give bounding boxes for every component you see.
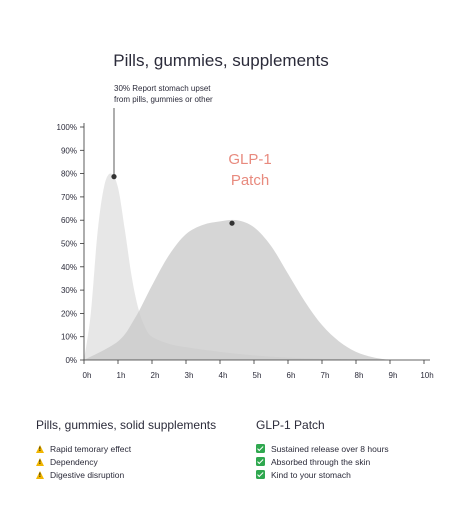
patch-label: GLP-1 [228,151,271,168]
y-tick-label: 50% [61,240,77,249]
warning-icon [36,457,44,466]
legend-pills-item: Dependency [36,456,246,467]
legend-patch-item: Absorbed through the skin [256,456,456,467]
annotation-layer: 30% Report stomach upset from pills, gumm… [111,84,272,226]
x-tick-label: 9h [389,371,398,380]
patch-label: Patch [231,172,269,189]
x-tick-label: 2h [151,371,160,380]
warning-icon [36,470,44,479]
axes-layer: 0% 10% 20% 30% 40% 50% 60% 70% 80% 90% 100% 0h 1h 2h 3… [57,123,434,380]
series-area-1 [84,173,390,360]
patch-peak-marker [229,220,235,226]
legend-pills-item: Digestive disruption [36,469,246,480]
x-tick-label: 4h [219,371,228,380]
chart-title: Pills, gummies, supplements [113,51,328,70]
x-tick-label: 0h [83,371,92,380]
annotation-marker [111,174,117,180]
y-tick-label: 90% [61,146,77,155]
y-tick-label: 60% [61,216,77,225]
y-tick-label: 0% [65,356,77,365]
legend-pills-item-label: Dependency [50,456,98,467]
legend-patch-item: Kind to your stomach [256,469,456,480]
legend-pills-item-label: Rapid temorary effect [50,443,132,454]
x-tick-label: 6h [287,371,296,380]
series-layer [84,173,390,360]
y-tick-label: 70% [61,193,77,202]
x-tick-label: 10h [420,371,433,380]
annotation-label: from pills, gummies or other [114,95,213,104]
annotation-label: 30% Report stomach upset [114,84,211,93]
x-tick-label: 3h [185,371,194,380]
check-icon [256,457,265,466]
legend-patch-item-label: Kind to your stomach [271,469,351,480]
y-tick-label: 30% [61,286,77,295]
legend-patch-item: Sustained release over 8 hours [256,443,456,454]
x-tick-label: 8h [355,371,364,380]
y-tick-label: 80% [61,170,77,179]
series-area-2 [84,219,390,360]
legend-patch-item-label: Absorbed through the skin [271,456,371,467]
legend-patch: GLP-1 Patch Sustained release over 8 hou… [256,418,456,483]
warning-icon [36,444,44,453]
legend-pills-item: Rapid temorary effect [36,443,246,454]
y-tick-label: 40% [61,263,77,272]
legend-pills: Pills, gummies, solid supplements Rapid … [36,418,246,483]
y-tick-label: 10% [61,333,77,342]
check-icon [256,470,265,479]
x-tick-label: 7h [321,371,330,380]
legend-patch-heading: GLP-1 Patch [256,418,325,432]
legend-pills-item-label: Digestive disruption [50,469,125,480]
chart: Pills, gummies, supplements 0% 10% 20% 30% 4… [57,51,434,380]
legend-patch-item-label: Sustained release over 8 hours [271,443,389,454]
y-tick-label: 100% [57,123,77,132]
y-tick-label: 20% [61,309,77,318]
legend-pills-heading: Pills, gummies, solid supplements [36,418,217,432]
x-tick-label: 5h [253,371,262,380]
x-tick-label: 1h [117,371,126,380]
check-icon [256,444,265,453]
